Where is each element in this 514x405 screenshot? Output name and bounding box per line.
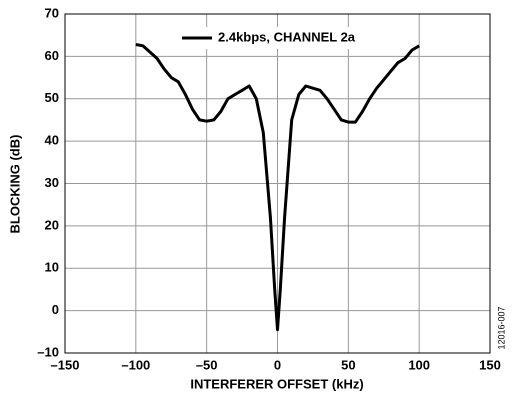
y-axis-label: BLOCKING (dB)	[7, 135, 22, 234]
y-tick-label: 50	[45, 90, 59, 105]
y-tick-label: 20	[45, 217, 59, 232]
x-axis-label: INTERFERER OFFSET (kHz)	[190, 376, 363, 391]
y-tick-label: 70	[45, 5, 59, 20]
series-line	[135, 43, 420, 332]
figure-id: 12016-007	[496, 306, 506, 349]
x-tick-label: –50	[196, 357, 218, 372]
legend-box	[176, 27, 376, 49]
x-tick-label: 150	[479, 357, 501, 372]
y-tick-label: –10	[37, 344, 59, 359]
y-tick-label: 0	[52, 302, 59, 317]
x-tick-label: –150	[51, 357, 80, 372]
y-tick-label: 10	[45, 260, 59, 275]
x-tick-label: 100	[408, 357, 430, 372]
y-tick-label: 40	[45, 133, 59, 148]
plot-frame	[64, 13, 491, 354]
x-tick-label: 50	[341, 357, 355, 372]
y-tick-label: 60	[45, 48, 59, 63]
x-tick-label: –100	[121, 357, 150, 372]
legend-label: 2.4kbps, CHANNEL 2a	[218, 29, 356, 44]
y-tick-label: 30	[45, 175, 59, 190]
x-tick-label: 0	[274, 357, 281, 372]
